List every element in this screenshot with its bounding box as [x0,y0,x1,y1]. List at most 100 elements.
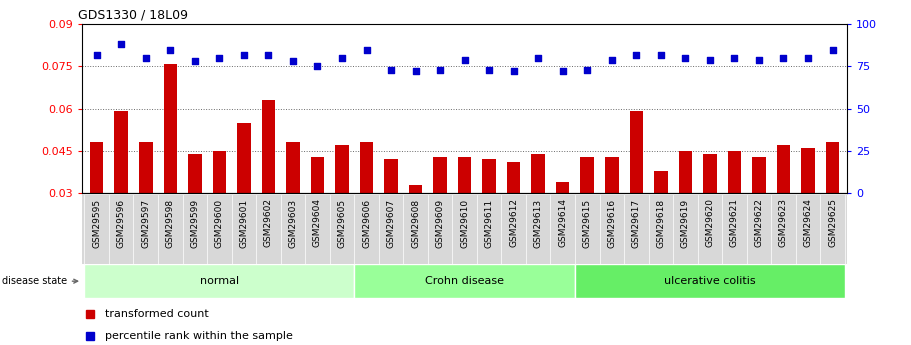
Bar [483,159,496,278]
Bar [212,151,226,278]
Text: ulcerative colitis: ulcerative colitis [664,276,756,286]
Point [188,59,202,64]
Bar [507,162,520,278]
Bar [679,151,692,278]
Bar [728,151,742,278]
Text: GSM29614: GSM29614 [558,198,568,247]
Bar [360,142,374,278]
Bar [115,111,128,278]
Point [334,55,349,61]
Bar [703,154,717,278]
Bar [654,171,668,278]
Point [678,55,692,61]
Point [384,67,398,72]
Bar [237,123,251,278]
Bar [188,154,201,278]
Bar [556,182,569,278]
Point [310,63,324,69]
Bar [531,154,545,278]
Point [752,57,766,62]
Point [482,67,496,72]
Text: GSM29619: GSM29619 [681,198,690,247]
Text: GSM29597: GSM29597 [141,198,150,247]
Bar [575,264,844,298]
Point [629,52,643,57]
Text: GSM29609: GSM29609 [435,198,445,247]
Bar [85,264,354,298]
Point [727,55,742,61]
Point [286,59,301,64]
Text: GSM29603: GSM29603 [289,198,297,247]
Text: GSM29612: GSM29612 [509,198,518,247]
Text: GSM29596: GSM29596 [117,198,126,247]
Text: GSM29611: GSM29611 [485,198,494,247]
Text: GSM29620: GSM29620 [705,198,714,247]
Point [580,67,595,72]
Bar [580,157,594,278]
Text: GSM29617: GSM29617 [632,198,640,247]
Text: GSM29605: GSM29605 [337,198,346,247]
Point [531,55,546,61]
Text: GSM29607: GSM29607 [386,198,395,247]
Bar [802,148,814,278]
Text: normal: normal [200,276,239,286]
Point [702,57,717,62]
Text: GSM29610: GSM29610 [460,198,469,247]
Bar [139,142,152,278]
Text: GSM29621: GSM29621 [730,198,739,247]
Bar [90,142,104,278]
Bar [777,145,790,278]
Bar [752,157,765,278]
Point [433,67,447,72]
Bar [311,157,324,278]
Point [163,47,178,52]
Text: GSM29616: GSM29616 [608,198,616,247]
Point [138,55,153,61]
Text: GSM29598: GSM29598 [166,198,175,247]
Point [457,57,472,62]
Text: GSM29602: GSM29602 [264,198,273,247]
Text: percentile rank within the sample: percentile rank within the sample [105,331,292,341]
Point [89,52,104,57]
Text: GSM29615: GSM29615 [583,198,592,247]
Point [507,69,521,74]
Point [408,69,423,74]
Text: GSM29608: GSM29608 [411,198,420,247]
Text: GSM29624: GSM29624 [804,198,813,247]
Text: GSM29599: GSM29599 [190,198,200,247]
Text: GSM29623: GSM29623 [779,198,788,247]
Bar [434,157,446,278]
Bar [354,264,575,298]
Point [653,52,668,57]
Point [212,55,227,61]
Text: GSM29600: GSM29600 [215,198,224,247]
Bar [458,157,471,278]
Bar [605,157,619,278]
Text: GSM29625: GSM29625 [828,198,837,247]
Text: GSM29604: GSM29604 [313,198,322,247]
Point [825,47,840,52]
Text: GSM29606: GSM29606 [362,198,371,247]
Text: GSM29622: GSM29622 [754,198,763,247]
Point [801,55,815,61]
Point [114,42,128,47]
Point [605,57,619,62]
Point [237,52,251,57]
Point [359,47,374,52]
Bar [409,185,423,278]
Point [556,69,570,74]
Bar [335,145,349,278]
Bar [630,111,643,278]
Bar [825,142,839,278]
Bar [384,159,398,278]
Text: GSM29618: GSM29618 [656,198,665,247]
Text: GSM29595: GSM29595 [92,198,101,247]
Point [776,55,791,61]
Bar [286,142,300,278]
Text: GSM29613: GSM29613 [534,198,543,247]
Text: transformed count: transformed count [105,309,209,318]
Bar [261,100,275,278]
Bar [164,63,177,278]
Point [261,52,276,57]
Text: GDS1330 / 18L09: GDS1330 / 18L09 [78,9,189,22]
